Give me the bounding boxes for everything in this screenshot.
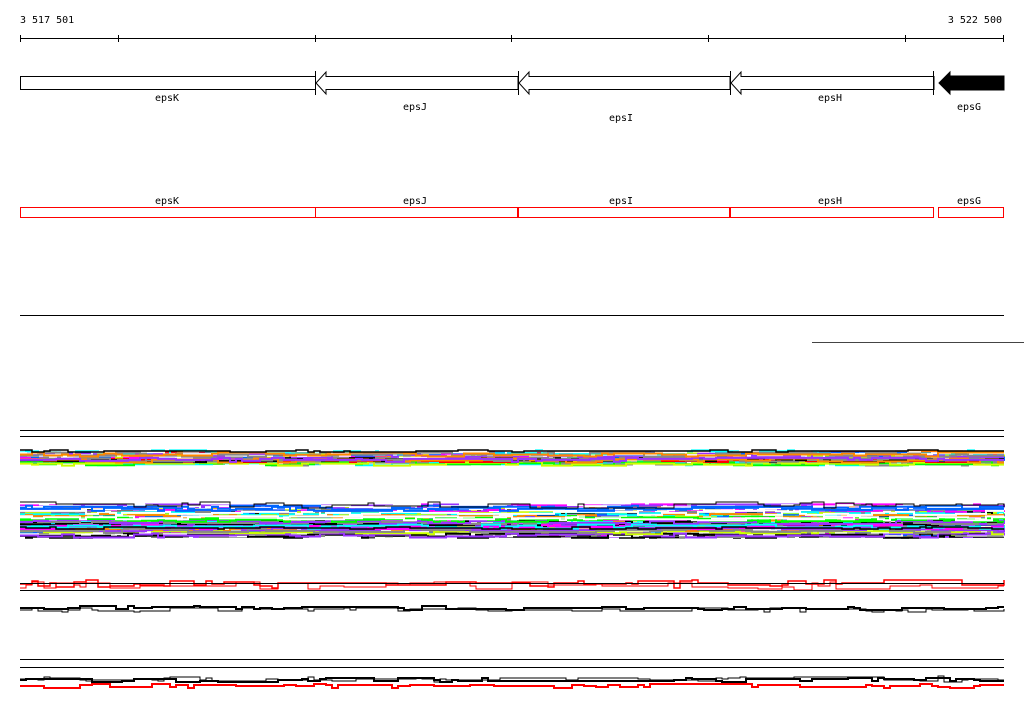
feature-box-epsI[interactable] xyxy=(518,207,730,218)
gene-label-epsI: epsI xyxy=(609,113,633,124)
signal-line xyxy=(20,449,1004,453)
signal-line xyxy=(20,451,1004,458)
signal-line xyxy=(20,677,1004,683)
gene-arrow-epsJ[interactable] xyxy=(315,70,519,96)
feature-box-epsK[interactable] xyxy=(20,207,316,218)
feature-label-epsJ: epsJ xyxy=(403,196,427,207)
signal-line xyxy=(20,607,1005,613)
signal-line xyxy=(20,526,1004,530)
signal-line xyxy=(20,505,1004,512)
feature-label-epsI: epsI xyxy=(609,196,633,207)
signal-line xyxy=(20,501,1005,509)
gene-label-epsJ: epsJ xyxy=(403,102,427,113)
feature-box-epsJ[interactable] xyxy=(315,207,518,218)
signal-line xyxy=(20,527,1004,534)
signal-line xyxy=(20,581,1004,591)
gene-label-epsG: epsG xyxy=(957,102,981,113)
signal-line xyxy=(20,515,1005,522)
signal-line xyxy=(20,509,1004,516)
gene-arrow-epsH[interactable] xyxy=(730,70,935,96)
ruler-end-label: 3 522 500 xyxy=(948,15,1002,26)
gene-label-epsK: epsK xyxy=(155,93,179,104)
feature-track xyxy=(20,207,1004,218)
feature-label-epsH: epsH xyxy=(818,196,842,207)
gene-label-epsH: epsH xyxy=(818,93,842,104)
ruler-start-label: 3 517 501 xyxy=(20,15,74,26)
feature-label-epsK: epsK xyxy=(155,196,179,207)
feature-box-epsH[interactable] xyxy=(730,207,934,218)
gene-arrow-epsG[interactable] xyxy=(933,70,1005,96)
signal-line xyxy=(20,516,1004,523)
gene-track: epsK epsJ epsI epsH epsG xyxy=(20,70,1005,124)
signal-line xyxy=(20,532,1005,539)
feature-label-epsG: epsG xyxy=(957,196,981,207)
gene-arrow-epsI[interactable] xyxy=(518,70,731,96)
signal-line xyxy=(20,460,1004,467)
signal-line xyxy=(20,456,1004,463)
signal-line xyxy=(20,675,1004,683)
ruler xyxy=(20,35,1004,42)
signal-tracks xyxy=(20,449,1005,689)
gene-arrow-epsK[interactable] xyxy=(20,76,316,90)
signal-line xyxy=(20,683,1004,689)
feature-box-epsG[interactable] xyxy=(938,207,1004,218)
